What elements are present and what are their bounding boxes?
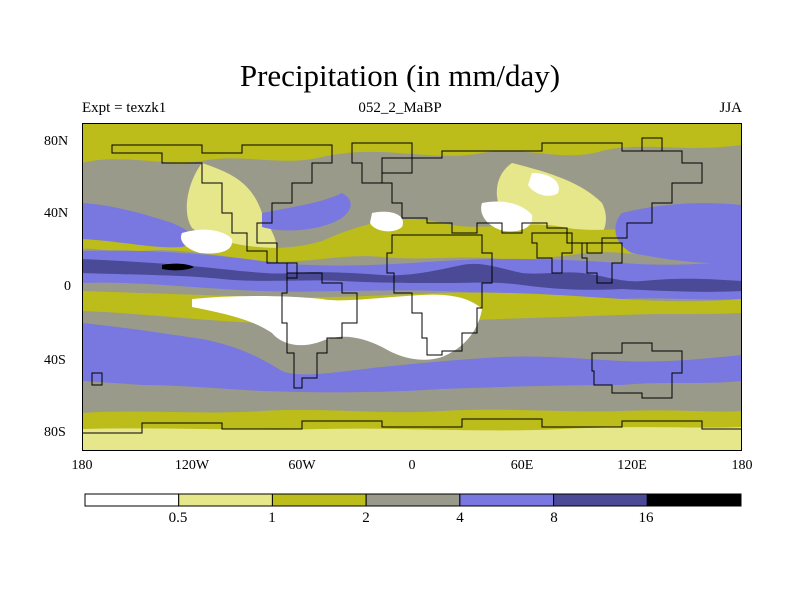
colorbar-label-16: 16 <box>638 510 654 526</box>
colorbar-box-5 <box>553 493 648 507</box>
map-frame <box>82 123 742 451</box>
outline-australia <box>591 342 683 399</box>
precip-dry-n3 <box>528 173 559 196</box>
x-tick-60w: 60W <box>288 458 316 473</box>
y-tick-80n: 80N <box>44 134 69 149</box>
y-tick-40s: 40S <box>44 353 66 368</box>
colorbar-box-0 <box>84 493 180 507</box>
outline-south-america <box>281 272 358 389</box>
colorbar-box-6 <box>646 493 742 507</box>
outline-antarctica <box>82 418 742 434</box>
outline-island-2 <box>91 372 103 386</box>
precip-band-itcz-core <box>162 263 194 271</box>
outline-africa <box>386 234 493 356</box>
colorbar-label-4: 4 <box>456 510 464 526</box>
run-label: 052_2_MaBP <box>358 100 442 116</box>
figure-title: Precipitation (in mm/day) <box>239 58 561 93</box>
experiment-label: Expt = texzk1 <box>82 100 167 116</box>
colorbar-label-1: 1 <box>268 510 276 526</box>
precip-band-antarctic-light <box>82 427 742 451</box>
precip-band-south-blue <box>82 323 742 394</box>
season-label: JJA <box>719 100 742 116</box>
outline-india <box>531 232 573 274</box>
colorbar <box>84 493 742 507</box>
outline-north-america <box>111 144 333 279</box>
precip-band-south-gray <box>82 381 742 413</box>
outline-southeast-asia <box>581 242 623 284</box>
x-tick-60e: 60E <box>510 458 534 473</box>
y-tick-80s: 80S <box>44 425 66 440</box>
colorbar-label-0-5: 0.5 <box>168 510 188 526</box>
x-tick-120e: 120E <box>617 458 647 473</box>
colorbar-box-2 <box>271 493 367 507</box>
x-tick-0: 0 <box>408 458 416 473</box>
precip-dry-n1 <box>180 229 233 254</box>
continent-outlines <box>82 137 742 434</box>
precip-dry-n4 <box>370 211 403 232</box>
y-tick-0: 0 <box>64 279 71 294</box>
colorbar-box-1 <box>178 493 273 507</box>
outline-island-1 <box>641 137 663 152</box>
precip-blue-n3 <box>615 203 742 264</box>
precip-dry-south-tropics <box>192 294 482 360</box>
colorbar-label-2: 2 <box>362 510 370 526</box>
precip-dry-n2 <box>481 201 533 232</box>
y-tick-40n: 40N <box>44 206 69 221</box>
x-tick-180e: 180 <box>731 458 753 473</box>
precipitation-map <box>82 123 742 451</box>
precip-blue-n1 <box>82 203 193 248</box>
x-tick-180w: 180 <box>71 458 93 473</box>
precip-band-itcz <box>82 259 742 292</box>
precip-blue-n2 <box>262 193 351 231</box>
colorbar-box-3 <box>365 493 461 507</box>
colorbar-box-4 <box>459 493 555 507</box>
colorbar-label-8: 8 <box>550 510 558 526</box>
x-tick-120w: 120W <box>174 458 210 473</box>
